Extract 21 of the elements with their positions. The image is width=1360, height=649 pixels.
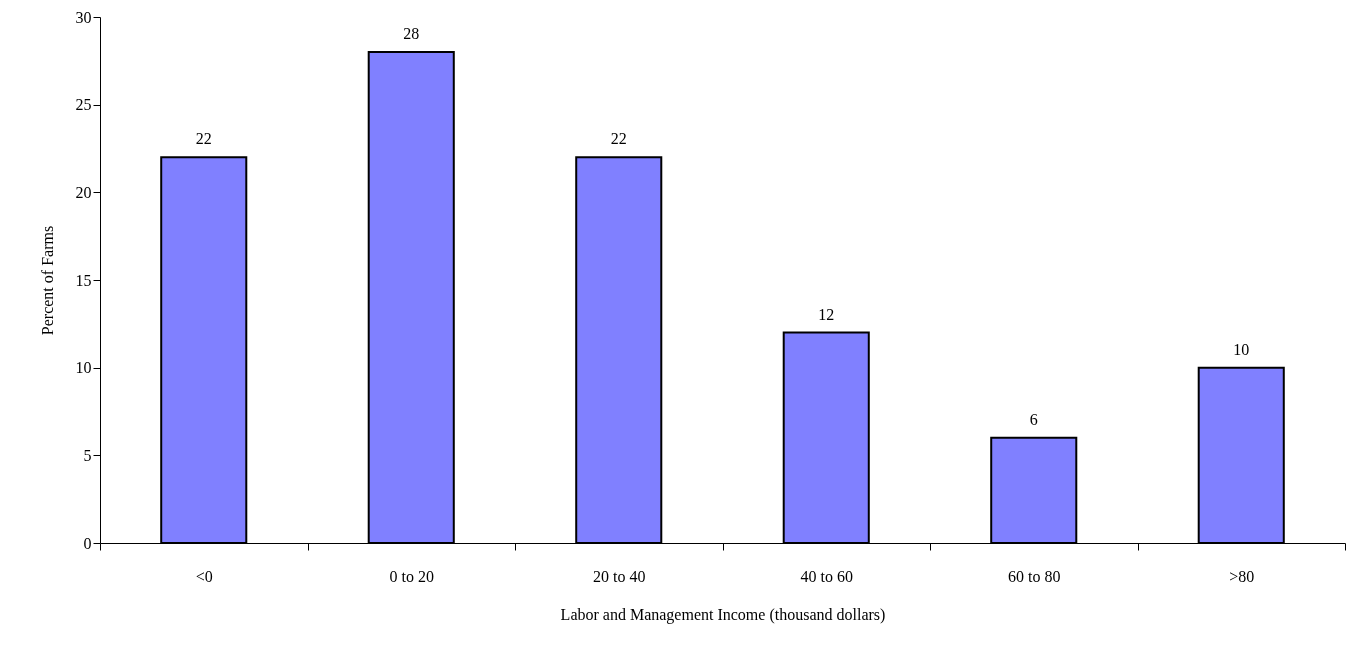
data-label: 6	[1029, 410, 1038, 428]
x-axis-title: Labor and Management Income (thousand dollars)	[560, 605, 886, 624]
x-tick-label: <0	[195, 567, 213, 585]
data-label: 22	[195, 130, 212, 148]
y-tick-label: 15	[75, 271, 92, 289]
y-tick-label: 25	[75, 96, 92, 114]
y-tick-label: 10	[75, 359, 92, 377]
x-tick-label: 60 to 80	[1008, 567, 1061, 585]
y-tick-label: 30	[75, 8, 92, 26]
data-label: 22	[610, 130, 627, 148]
y-tick-label: 0	[83, 534, 92, 552]
data-label: 28	[403, 25, 420, 43]
x-tick-label: 20 to 40	[593, 567, 646, 585]
y-tick-label: 20	[75, 183, 92, 201]
y-tick-label: 5	[83, 446, 92, 464]
x-tick-label: 0 to 20	[389, 567, 434, 585]
x-tick-label: >80	[1229, 567, 1255, 585]
data-label: 10	[1233, 340, 1250, 358]
y-axis-title: Percent of Farms	[38, 225, 56, 336]
data-label: 12	[818, 305, 835, 323]
x-tick-label: 40 to 60	[800, 567, 853, 585]
